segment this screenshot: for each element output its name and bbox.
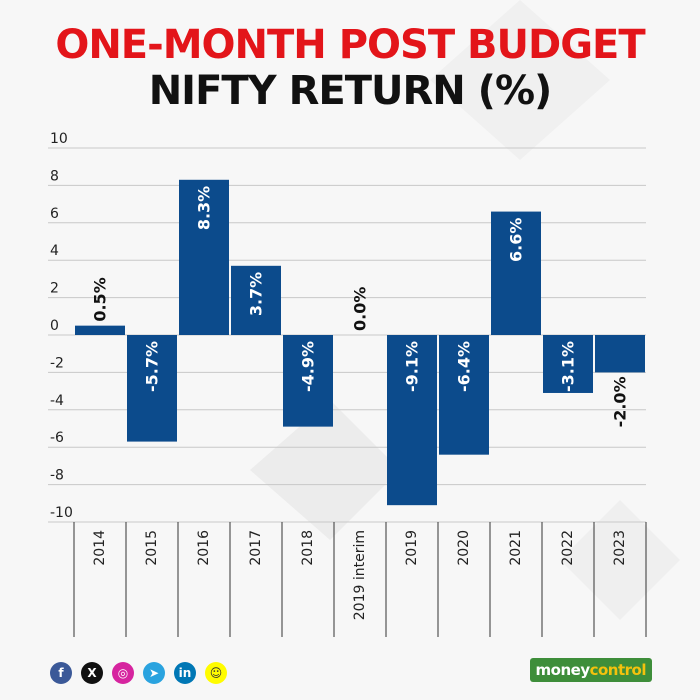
x-tick-label: 2019 xyxy=(404,530,420,566)
data-label: -9.1% xyxy=(403,341,422,392)
brand-logo-part2: control xyxy=(589,661,647,679)
x-tick-label: 2017 xyxy=(248,530,264,566)
x-tick-label: 2018 xyxy=(300,530,316,566)
data-label: -2.0% xyxy=(611,376,630,427)
y-tick-label: 6 xyxy=(50,206,59,222)
linkedin-icon[interactable]: in xyxy=(174,662,196,684)
x-tick-label: 2019 interim xyxy=(352,530,368,620)
data-label: -5.7% xyxy=(143,341,162,392)
bar xyxy=(75,325,125,335)
y-tick-label: -8 xyxy=(50,468,64,484)
y-tick-label: 0 xyxy=(50,318,59,334)
y-tick-label: 4 xyxy=(50,243,59,259)
chart-title-line1: ONE-MONTH POST BUDGET xyxy=(55,22,645,68)
brand-logo: moneycontrol xyxy=(529,658,652,682)
bar-chart: 10 8 6 4 2 0 -2 -4 -6 -8 -10 0.5% 2014 -5.7% 2015 8.3% 2… xyxy=(48,131,647,637)
data-label: -3.1% xyxy=(559,341,578,392)
x-tick-label: 2016 xyxy=(196,530,212,566)
data-label: -4.9% xyxy=(299,341,318,392)
y-tick-label: -4 xyxy=(50,393,64,409)
data-label: 8.3% xyxy=(195,186,214,230)
telegram-icon[interactable]: ➤ xyxy=(143,662,165,684)
x-tick-label: 2014 xyxy=(92,530,108,566)
data-label: 0.5% xyxy=(91,277,110,321)
y-tick-label: 10 xyxy=(50,131,68,147)
y-tick-label: -6 xyxy=(50,430,64,446)
facebook-icon[interactable]: f xyxy=(50,662,72,684)
bar xyxy=(283,335,333,427)
x-tick-label: 2021 xyxy=(508,530,524,566)
footer: f X ◎ ➤ in ☺ moneycontrol xyxy=(0,650,700,700)
data-label: -6.4% xyxy=(455,341,474,392)
brand-logo-part1: money xyxy=(535,661,591,679)
chart-title-line2: NIFTY RETURN (%) xyxy=(148,68,553,114)
bar xyxy=(439,335,489,455)
data-label: 6.6% xyxy=(507,218,526,262)
x-icon[interactable]: X xyxy=(81,662,103,684)
y-tick-label: 8 xyxy=(50,168,59,184)
x-tick-label: 2015 xyxy=(144,530,160,566)
bar xyxy=(491,211,541,335)
y-tick-label: -2 xyxy=(50,355,64,371)
data-label: 3.7% xyxy=(247,272,266,316)
bar xyxy=(127,335,177,442)
snapchat-icon[interactable]: ☺ xyxy=(205,662,227,684)
x-tick-label: 2022 xyxy=(560,530,576,566)
y-tick-label: -10 xyxy=(50,505,73,521)
bar xyxy=(595,335,645,373)
bar xyxy=(387,335,437,506)
bar xyxy=(543,335,593,393)
instagram-icon[interactable]: ◎ xyxy=(112,662,134,684)
data-label: 0.0% xyxy=(351,287,370,331)
x-tick-label: 2020 xyxy=(456,530,472,566)
bar xyxy=(179,179,229,335)
y-tick-label: 2 xyxy=(50,281,59,297)
x-tick-label: 2023 xyxy=(612,530,628,566)
bar xyxy=(231,265,281,335)
